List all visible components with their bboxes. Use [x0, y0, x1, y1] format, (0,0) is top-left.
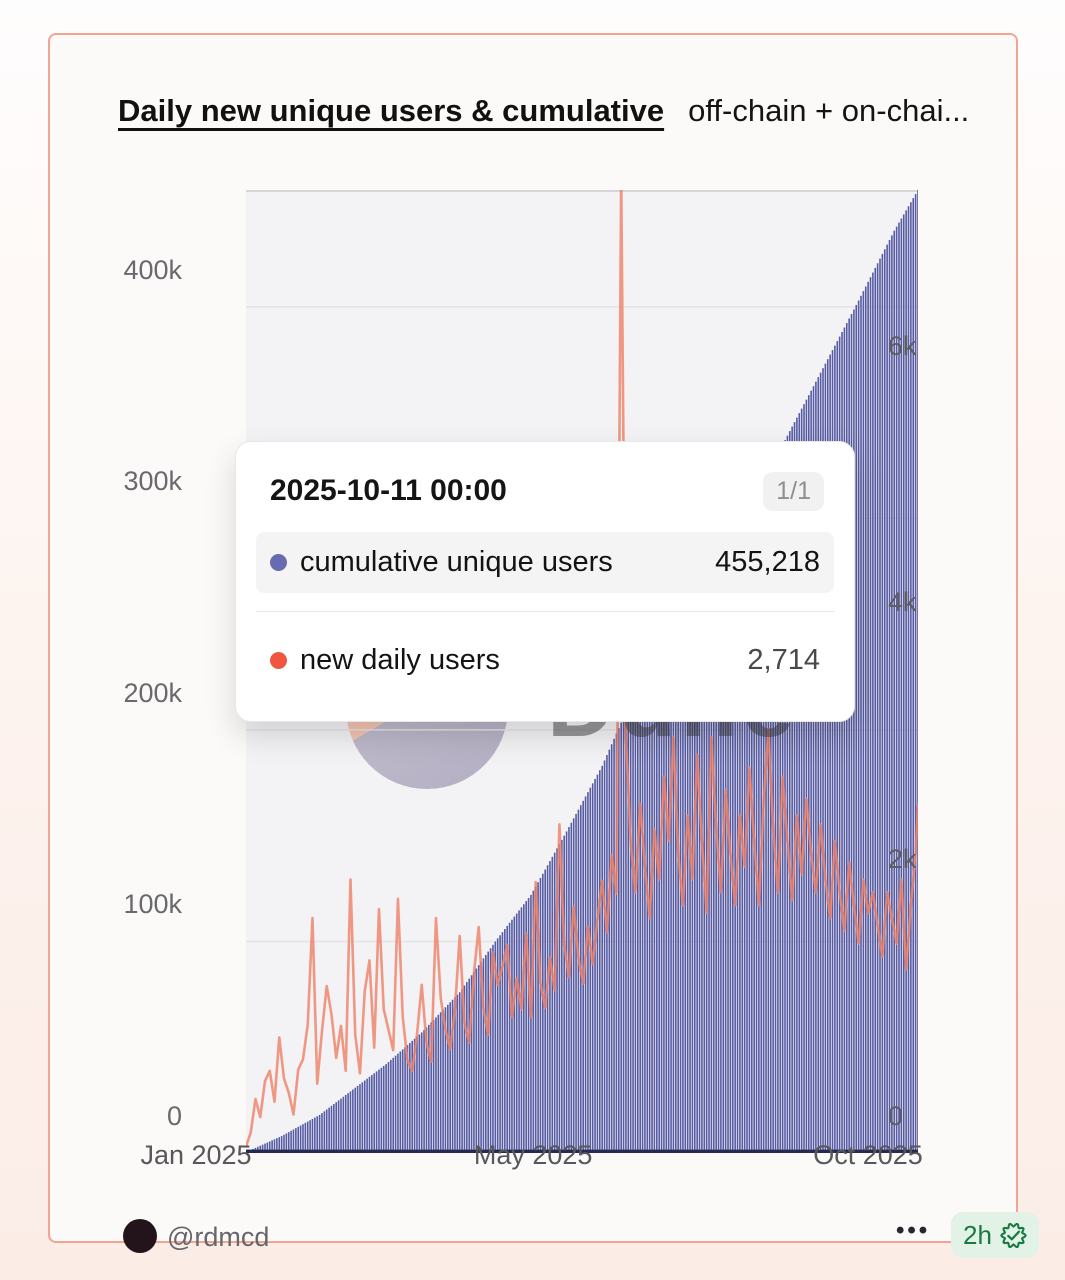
cumulative-series-dot-icon: [270, 554, 287, 571]
tooltip-series-value: 2,714: [747, 644, 820, 676]
freshness-age: 2h: [963, 1219, 992, 1250]
y-axis-right-label: 6k: [888, 330, 917, 361]
y-axis-left-label: 300k: [123, 466, 182, 497]
daily-line: [246, 190, 918, 1148]
tooltip-series-value: 455,218: [715, 546, 820, 578]
tooltip-row-daily: new daily users 2,714: [256, 630, 834, 691]
y-axis-left-label: 400k: [123, 254, 182, 285]
chart-card: Daily new unique users & cumulative off-…: [48, 33, 1039, 1258]
chart-subtitle: off-chain + on-chai...: [688, 93, 970, 128]
more-options-button[interactable]: •••: [896, 1217, 931, 1244]
tooltip-date: 2025-10-11 00:00: [270, 474, 507, 507]
daily-series-dot-icon: [270, 652, 287, 669]
tooltip-row-cumulative: cumulative unique users 455,218: [256, 532, 834, 593]
title-row: Daily new unique users & cumulative off-…: [118, 93, 1048, 129]
y-axis-right-label: 4k: [888, 587, 917, 618]
y-axis-left-label: 100k: [123, 889, 182, 920]
chart-canvas[interactable]: [246, 190, 918, 1153]
tooltip-header: 2025-10-11 00:00 1/1: [270, 468, 824, 514]
y-axis-right-label: 2k: [888, 844, 917, 875]
author-handle-link[interactable]: @rdmcd: [167, 1222, 270, 1252]
x-axis-label: Oct 2025: [813, 1140, 923, 1170]
author-avatar[interactable]: [123, 1219, 157, 1253]
chart-title-link[interactable]: Daily new unique users & cumulative: [118, 93, 665, 128]
y-axis-left-label: 200k: [123, 677, 182, 708]
x-axis-label: May 2025: [473, 1140, 593, 1170]
cumulative-bars: [246, 190, 918, 1153]
tooltip-pagination-badge: 1/1: [763, 471, 824, 511]
tooltip-divider: [256, 611, 834, 612]
y-axis-right-label: 0: [888, 1101, 904, 1131]
y-axis-left-label: 0: [166, 1101, 182, 1131]
x-axis-label: Jan 2025: [140, 1140, 252, 1170]
verified-seal-check-icon: [1000, 1222, 1027, 1248]
tooltip-series-label: cumulative unique users: [300, 546, 613, 578]
tooltip-series-label: new daily users: [300, 644, 500, 676]
freshness-badge[interactable]: 2h: [951, 1212, 1039, 1258]
chart-tooltip: 2025-10-11 00:00 1/1 cumulative unique u…: [235, 441, 855, 722]
